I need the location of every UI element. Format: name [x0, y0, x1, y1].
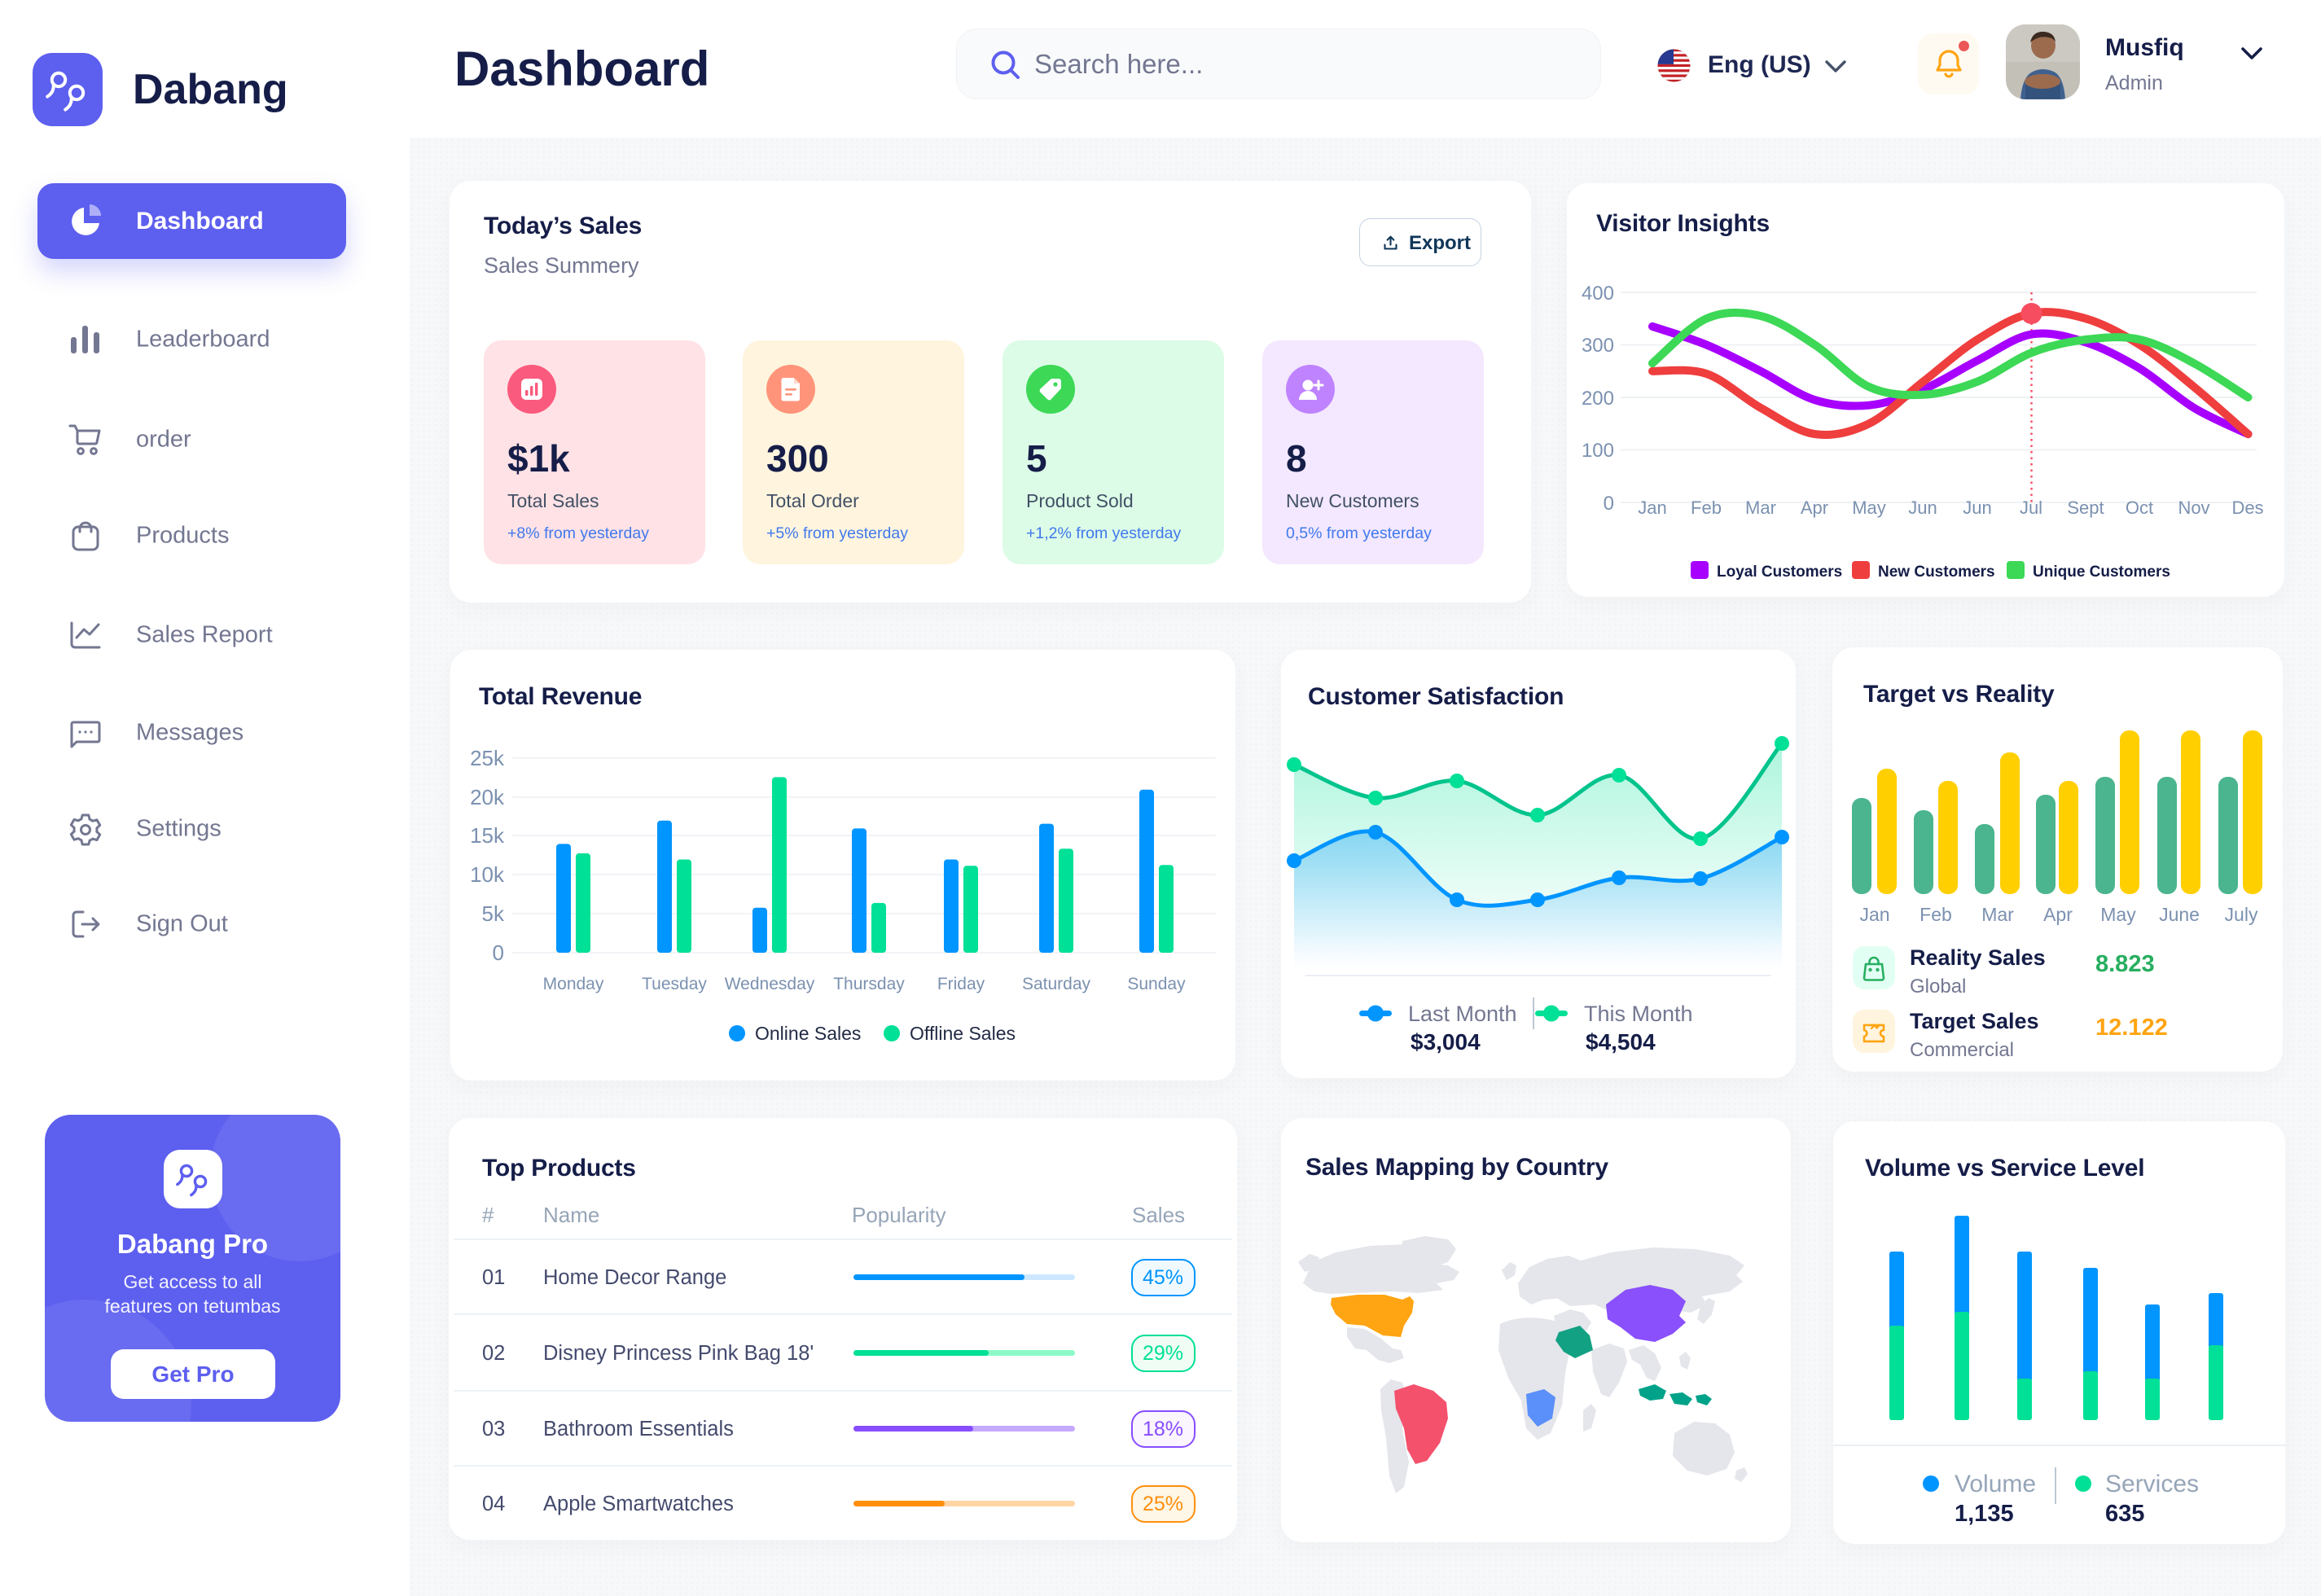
svg-text:Jan: Jan [1638, 498, 1666, 518]
svg-text:Sept: Sept [2067, 498, 2104, 518]
svg-text:02: 02 [482, 1342, 505, 1365]
svg-text:45%: 45% [1143, 1266, 1183, 1289]
svg-text:Services: Services [2105, 1471, 2199, 1497]
svg-text:Tuesday: Tuesday [642, 975, 707, 993]
svg-text:400: 400 [1582, 283, 1614, 305]
svg-text:Des: Des [2231, 498, 2263, 518]
svg-text:This Month: This Month [1584, 1002, 1693, 1026]
svg-text:Wednesday: Wednesday [725, 975, 815, 993]
svg-text:$4,504: $4,504 [1586, 1029, 1656, 1054]
svg-text:25%: 25% [1143, 1493, 1183, 1515]
svg-text:Apple Smartwatches: Apple Smartwatches [543, 1493, 734, 1515]
svg-text:03: 03 [482, 1418, 505, 1440]
svg-text:Jan: Jan [1859, 904, 1889, 925]
svg-text:Target Sales: Target Sales [1910, 1009, 2039, 1033]
svg-text:Loyal Customers: Loyal Customers [1717, 563, 1842, 581]
svg-text:Commercial: Commercial [1910, 1039, 2014, 1061]
svg-text:5k: 5k [482, 901, 505, 926]
svg-text:Monday: Monday [543, 975, 604, 993]
svg-text:100: 100 [1582, 440, 1614, 462]
svg-text:Home Decor Range: Home Decor Range [543, 1266, 726, 1289]
svg-text:Bathroom Essentials: Bathroom Essentials [543, 1418, 734, 1440]
svg-text:Saturday: Saturday [1022, 975, 1091, 993]
svg-text:Disney Princess Pink Bag 18': Disney Princess Pink Bag 18' [543, 1342, 814, 1365]
svg-text:Global: Global [1910, 976, 1966, 998]
svg-text:Mar: Mar [1981, 904, 2014, 925]
svg-text:Volume: Volume [1955, 1471, 2036, 1497]
svg-text:#: # [482, 1203, 494, 1227]
svg-text:Feb: Feb [1691, 498, 1722, 518]
svg-text:04: 04 [482, 1493, 505, 1515]
svg-text:8.823: 8.823 [2095, 951, 2155, 977]
svg-text:Sunday: Sunday [1127, 975, 1186, 993]
svg-text:1,135: 1,135 [1955, 1501, 2014, 1527]
svg-text:Online Sales: Online Sales [755, 1023, 861, 1044]
svg-text:Unique Customers: Unique Customers [2033, 563, 2170, 581]
svg-text:Feb: Feb [1920, 904, 1952, 925]
svg-text:New Customers: New Customers [1878, 563, 1995, 581]
svg-text:June: June [2159, 904, 2200, 925]
svg-text:Oct: Oct [2126, 498, 2153, 518]
svg-text:Last Month: Last Month [1408, 1002, 1517, 1026]
svg-text:Apr: Apr [1801, 498, 1828, 518]
svg-text:May: May [2100, 904, 2136, 925]
svg-text:300: 300 [1582, 335, 1614, 357]
svg-text:200: 200 [1582, 388, 1614, 410]
svg-text:Thursday: Thursday [833, 975, 905, 993]
svg-text:18%: 18% [1143, 1418, 1183, 1440]
svg-text:Friday: Friday [937, 975, 985, 993]
svg-text:$3,004: $3,004 [1411, 1029, 1481, 1054]
svg-text:Mar: Mar [1745, 498, 1776, 518]
svg-text:29%: 29% [1143, 1342, 1183, 1365]
svg-text:12.122: 12.122 [2095, 1015, 2168, 1041]
svg-text:Reality Sales: Reality Sales [1910, 945, 2046, 970]
svg-text:20k: 20k [470, 785, 505, 809]
svg-text:Offline Sales: Offline Sales [910, 1023, 1016, 1044]
svg-text:Sales: Sales [1132, 1203, 1185, 1227]
svg-text:0: 0 [493, 940, 504, 965]
svg-text:Nov: Nov [2178, 498, 2209, 518]
svg-text:635: 635 [2105, 1501, 2144, 1527]
svg-text:Jun: Jun [1908, 498, 1937, 518]
svg-text:15k: 15k [470, 823, 505, 848]
svg-text:May: May [1852, 498, 1886, 518]
svg-text:Name: Name [543, 1203, 599, 1227]
svg-text:Jun: Jun [1963, 498, 1991, 518]
svg-text:Popularity: Popularity [852, 1203, 946, 1227]
svg-text:0: 0 [1604, 493, 1614, 515]
svg-text:01: 01 [482, 1266, 505, 1289]
svg-text:25k: 25k [470, 746, 505, 770]
svg-text:July: July [2225, 904, 2258, 925]
svg-text:Apr: Apr [2043, 904, 2073, 925]
svg-text:10k: 10k [470, 862, 505, 887]
